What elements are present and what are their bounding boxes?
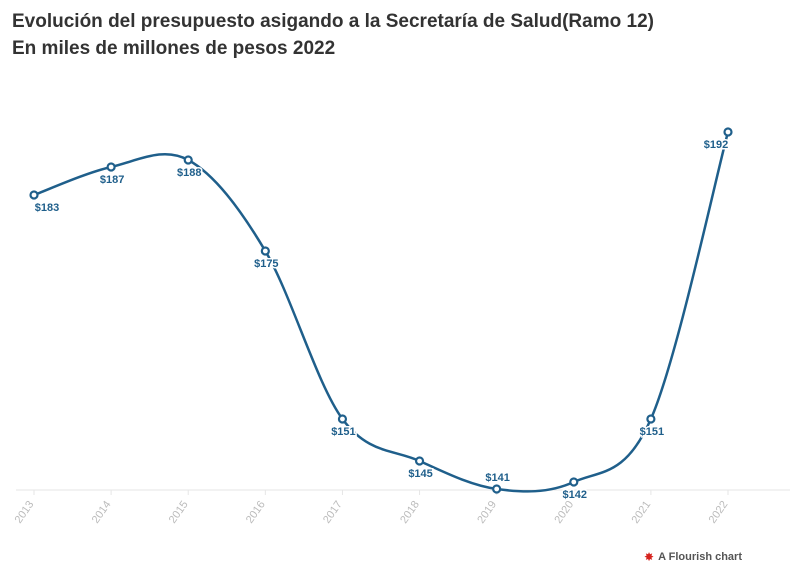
x-tick-label: 2015	[167, 499, 191, 526]
data-label: $151	[331, 426, 355, 438]
data-point	[337, 414, 348, 424]
data-label: $175	[254, 258, 278, 270]
data-label: $142	[563, 489, 587, 501]
data-point	[183, 155, 193, 165]
data-point	[106, 162, 116, 172]
flourish-logo-icon: ✸	[644, 550, 655, 564]
x-tick-label: 2017	[321, 499, 345, 526]
data-label: $141	[485, 472, 509, 484]
data-point	[646, 414, 656, 424]
x-tick-label: 2018	[398, 499, 422, 526]
data-label: $183	[35, 202, 59, 214]
chart-subtitle: En miles de millones de pesos 2022	[12, 38, 336, 59]
chart-title: Evolución del presupuesto asigando a la …	[12, 11, 654, 32]
data-label: $192	[704, 139, 728, 151]
data-point	[260, 246, 270, 256]
data-point	[492, 484, 502, 494]
series-line	[33, 131, 730, 493]
data-point	[569, 477, 579, 487]
data-label: $151	[640, 426, 664, 438]
data-point	[723, 127, 733, 137]
x-tick-label: 2020	[552, 499, 576, 526]
data-label: $145	[408, 468, 432, 480]
x-tick-label: 2014	[90, 499, 114, 526]
data-label: $188	[177, 167, 201, 179]
x-tick-label: 2019	[475, 499, 499, 526]
data-label: $187	[100, 174, 124, 186]
x-tick-label: 2022	[707, 499, 731, 526]
flourish-credit-label: A Flourish chart	[658, 551, 742, 563]
data-point	[29, 190, 39, 200]
x-tick-label: 2013	[13, 499, 37, 526]
x-tick-label: 2021	[629, 499, 653, 526]
x-tick-label: 2016	[244, 499, 268, 526]
data-point	[414, 456, 425, 466]
flourish-credit[interactable]: ✸ A Flourish chart	[644, 551, 742, 563]
